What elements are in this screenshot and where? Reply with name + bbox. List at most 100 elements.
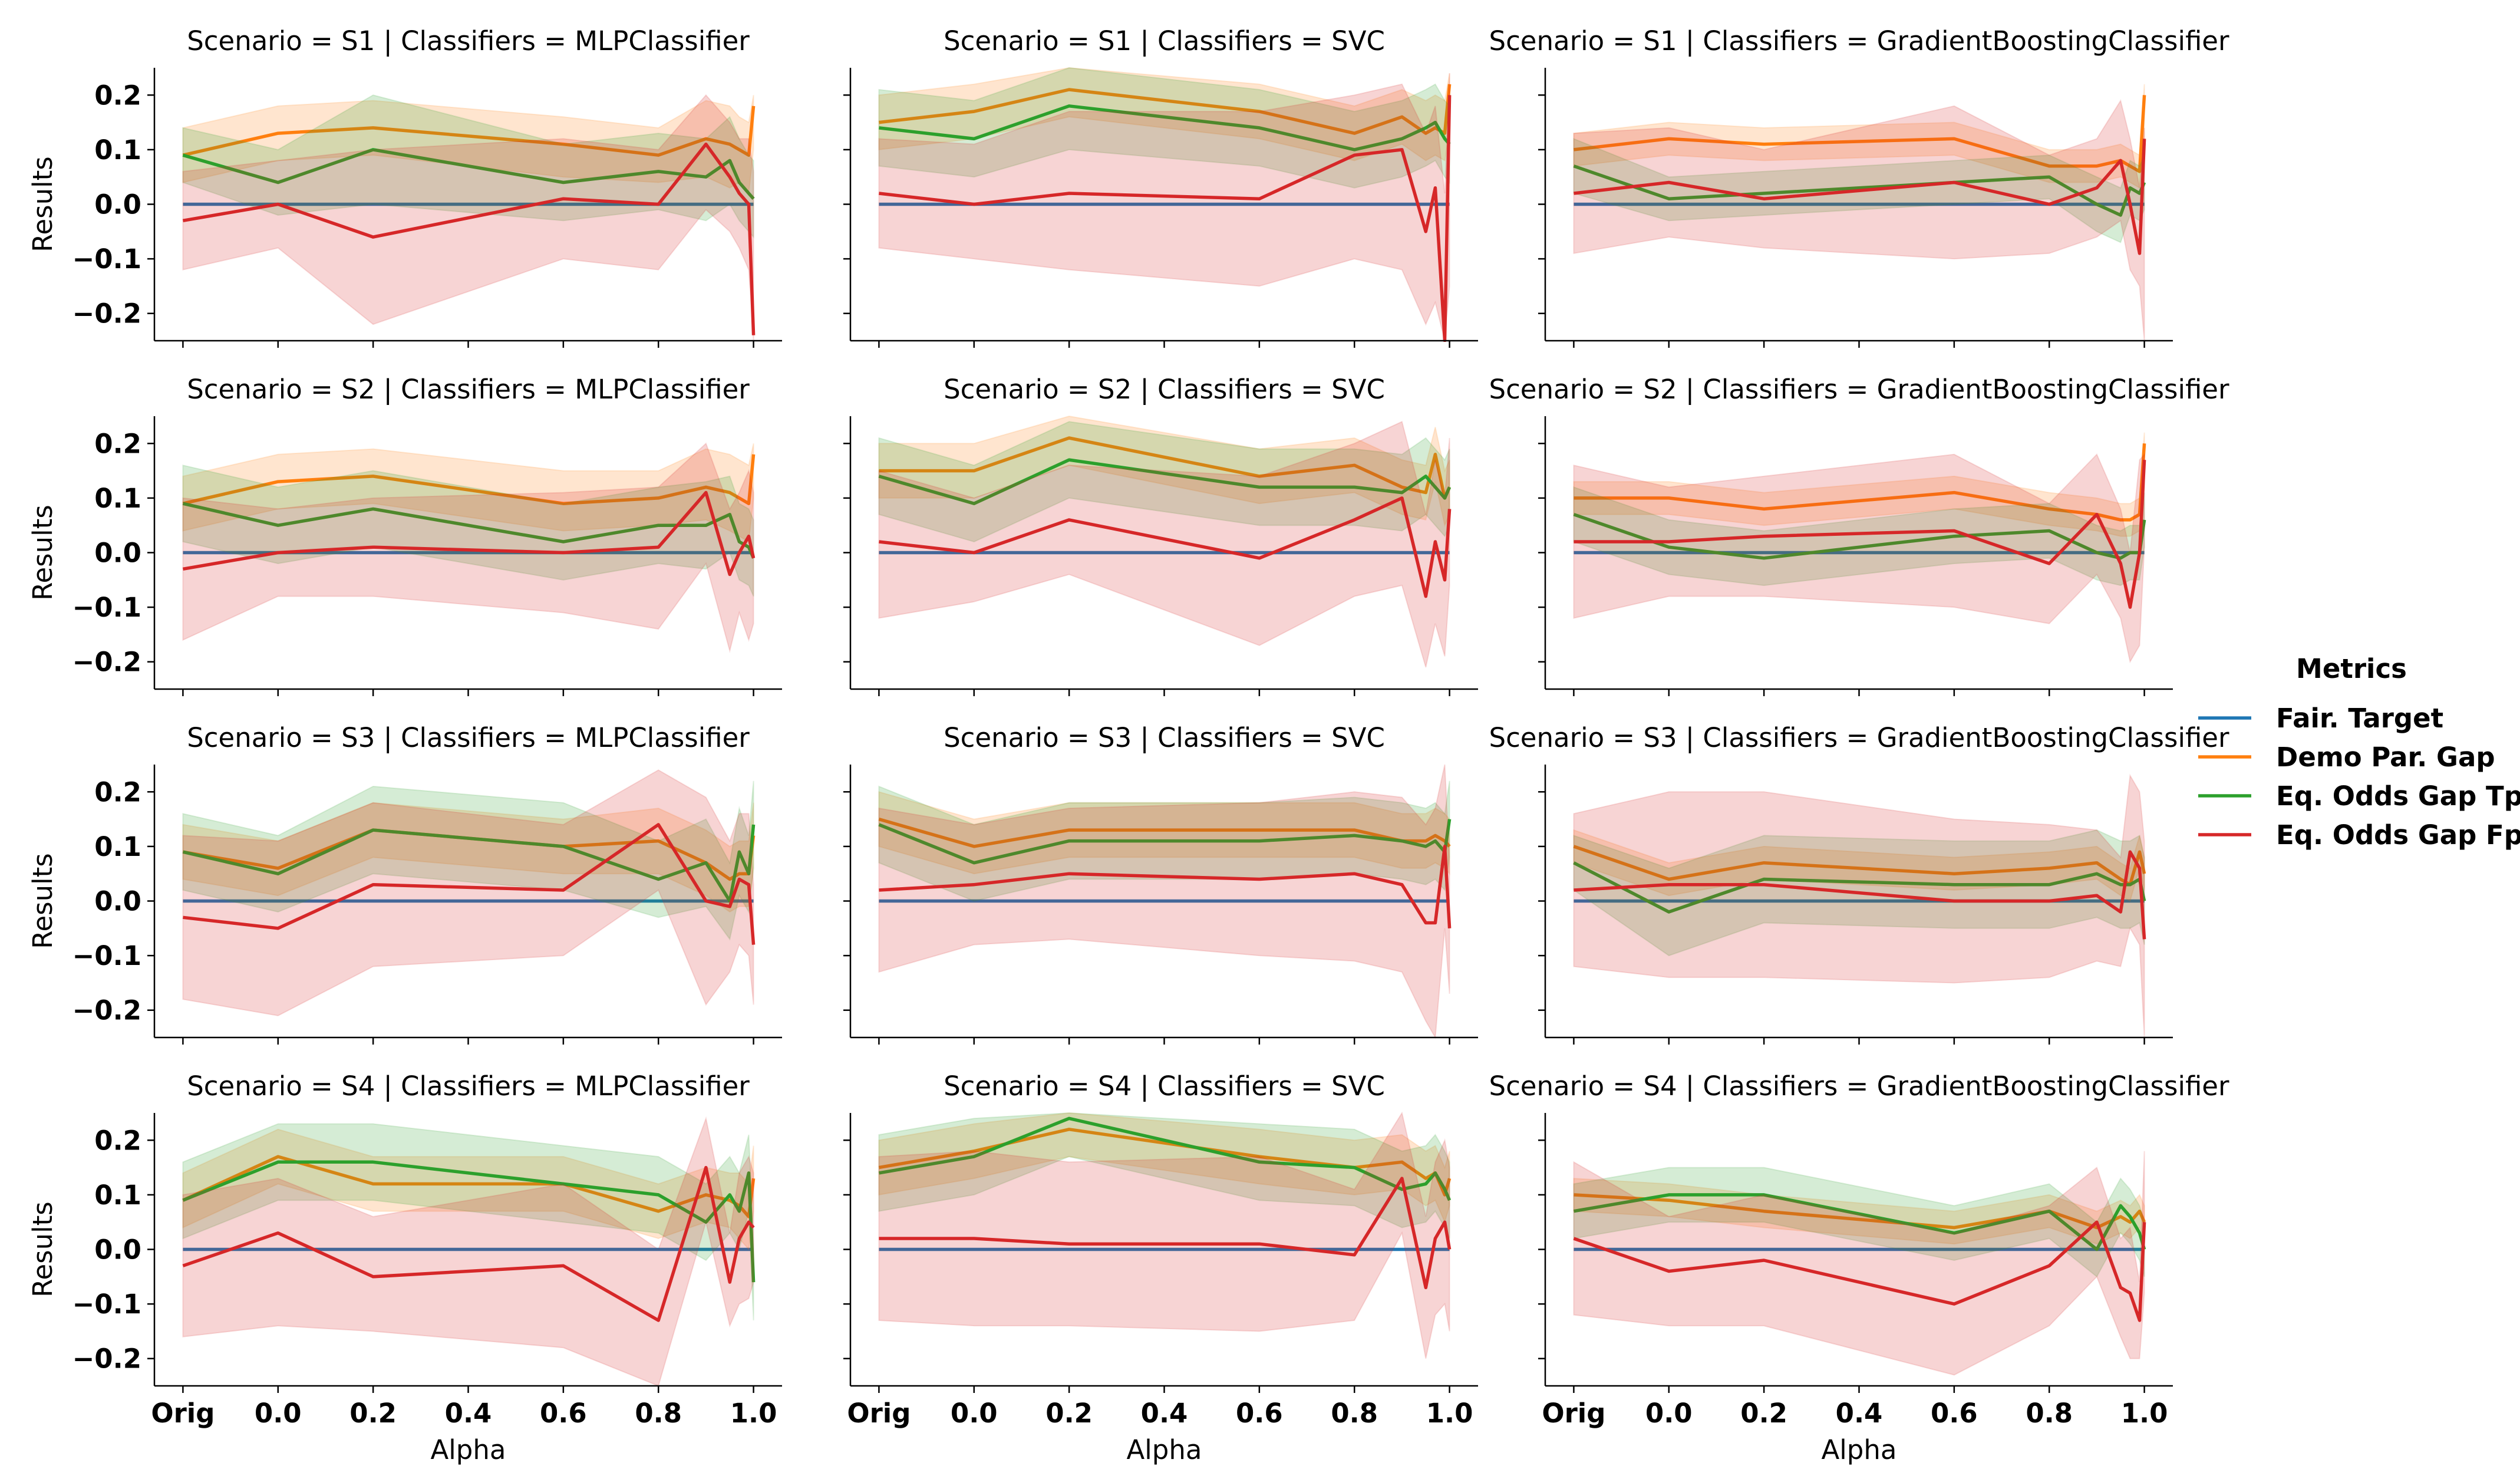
ci-band-eq-odds-gap-fp <box>1573 99 2145 341</box>
panel-title: Scenario = S1 | Classifiers = GradientBo… <box>1489 25 2229 57</box>
ci-band-eq-odds-gap-tp <box>182 1123 754 1320</box>
plot-area <box>1573 84 2146 341</box>
series-line-eq-odds-gap-tp <box>1573 1193 2146 1251</box>
series-line-eq-odds-gap-fp <box>1574 459 2146 609</box>
panel-s4-mlpclassifier: Scenario = S4 | Classifiers = MLPClassif… <box>27 1070 782 1465</box>
x-tick-label: 0.8 <box>635 1398 682 1429</box>
ci-band-eq-odds-gap-tp <box>878 67 1450 189</box>
x-tick-label: Orig <box>847 1398 911 1429</box>
panel-title: Scenario = S3 | Classifiers = MLPClassif… <box>187 722 750 753</box>
panel-s3-gradientboostingclassifier: Scenario = S3 | Classifiers = GradientBo… <box>1489 722 2229 1045</box>
y-tick-label: 0.0 <box>94 538 141 569</box>
ci-band-eq-odds-gap-fp <box>182 1116 754 1387</box>
y-tick-label: 0.2 <box>94 428 141 459</box>
series-line-eq-odds-gap-fp <box>879 1177 1452 1290</box>
x-tick-label: 0.6 <box>540 1398 587 1429</box>
plot-area <box>182 1116 756 1387</box>
ci-band-eq-odds-gap-fp <box>878 73 1450 341</box>
series-line-eq-odds-gap-tp <box>879 104 1451 151</box>
ci-band-demo-par-gap <box>182 95 754 195</box>
y-tick-label: 0.1 <box>94 831 141 862</box>
panel-title: Scenario = S2 | Classifiers = MLPClassif… <box>187 374 750 405</box>
ci-band-eq-odds-gap-fp <box>1573 1151 2145 1376</box>
series-line-eq-odds-gap-fp <box>879 496 1452 598</box>
legend: Metrics Fair. Target Demo Par. Gap Eq. Odd… <box>2198 653 2520 851</box>
series-line-demo-par-gap <box>182 106 756 157</box>
ci-band-eq-odds-gap-fp <box>182 769 754 1017</box>
x-tick-label: 1.0 <box>1426 1398 1473 1429</box>
plot-area <box>1573 1151 2146 1376</box>
plot-area <box>878 764 1452 1039</box>
series-line-eq-odds-gap-fp <box>182 1165 755 1322</box>
panel-s4-gradientboostingclassifier: Scenario = S4 | Classifiers = GradientBo… <box>1489 1070 2229 1465</box>
panel-title: Scenario = S3 | Classifiers = SVC <box>944 722 1385 753</box>
series-line-demo-par-gap <box>1574 1193 2146 1230</box>
x-tick-label: 1.0 <box>2121 1398 2168 1429</box>
panel-s2-gradientboostingclassifier: Scenario = S2 | Classifiers = GradientBo… <box>1489 374 2229 696</box>
x-tick-label: 0.6 <box>1931 1398 1978 1429</box>
series-line-eq-odds-gap-tp <box>878 1116 1452 1201</box>
y-tick-label: 0.2 <box>94 1125 141 1156</box>
series-line-demo-par-gap <box>182 454 756 505</box>
y-tick-label: −0.2 <box>72 995 141 1026</box>
legend-entry-eq-odds-gap-tp: Eq. Odds Gap Tp <box>2276 780 2520 812</box>
legend-entry-fair-target: Fair. Target <box>2276 703 2443 734</box>
ci-band-demo-par-gap <box>182 443 754 543</box>
panel-s1-gradientboostingclassifier: Scenario = S1 | Classifiers = GradientBo… <box>1489 25 2229 348</box>
x-axis-label: Alpha <box>431 1434 506 1465</box>
series-line-eq-odds-gap-tp <box>1573 164 2146 217</box>
y-tick-label: −0.2 <box>72 298 141 330</box>
series-line-eq-odds-gap-tp <box>878 458 1452 505</box>
x-axis-label: Alpha <box>1822 1434 1897 1465</box>
series-line-demo-par-gap <box>182 1155 756 1218</box>
x-tick-label: Orig <box>151 1398 215 1429</box>
series-line-demo-par-gap <box>1574 95 2146 173</box>
y-tick-label: 0.1 <box>94 483 141 514</box>
ci-band-eq-odds-gap-tp <box>1573 486 2145 587</box>
y-tick-label: 0.0 <box>94 886 141 917</box>
series-line-eq-odds-gap-tp <box>878 819 1452 865</box>
ci-band-eq-odds-gap-tp <box>182 780 754 941</box>
x-tick-label: 0.2 <box>349 1398 397 1429</box>
y-tick-label: −0.2 <box>72 647 141 678</box>
y-tick-label: 0.1 <box>94 134 141 166</box>
y-tick-label: −0.1 <box>72 1289 141 1320</box>
x-tick-label: 0.0 <box>951 1398 998 1429</box>
series-line-eq-odds-gap-fp <box>182 142 756 335</box>
plot-area <box>878 415 1452 668</box>
plot-area <box>1573 773 2146 1038</box>
panel-title: Scenario = S1 | Classifiers = SVC <box>944 25 1385 57</box>
plot-area <box>878 67 1452 342</box>
x-tick-label: 0.8 <box>1331 1398 1378 1429</box>
panel-title: Scenario = S4 | Classifiers = MLPClassif… <box>187 1070 750 1102</box>
x-tick-label: 0.2 <box>1740 1398 1787 1429</box>
panel-title: Scenario = S1 | Classifiers = MLPClassif… <box>187 25 750 57</box>
plot-area <box>878 1112 1452 1359</box>
y-tick-label: −0.1 <box>72 940 141 971</box>
panel-s1-mlpclassifier: Scenario = S1 | Classifiers = MLPClassif… <box>27 25 782 348</box>
panel-s2-svc: Scenario = S2 | Classifiers = SVC <box>843 374 1478 696</box>
y-axis-label: Results <box>27 1201 58 1297</box>
y-tick-label: 0.2 <box>94 776 141 808</box>
x-tick-label: 0.0 <box>255 1398 302 1429</box>
x-tick-label: 0.4 <box>1141 1398 1188 1429</box>
y-tick-label: 0.0 <box>94 1234 141 1266</box>
panel-title: Scenario = S4 | Classifiers = SVC <box>944 1070 1385 1102</box>
x-tick-label: 0.2 <box>1045 1398 1093 1429</box>
ci-band-demo-par-gap <box>182 802 754 913</box>
y-tick-label: 0.1 <box>94 1180 141 1211</box>
panel-s2-mlpclassifier: Scenario = S2 | Classifiers = MLPClassif… <box>27 374 782 696</box>
panel-title: Scenario = S4 | Classifiers = GradientBo… <box>1489 1070 2229 1102</box>
panel-title: Scenario = S2 | Classifiers = GradientBo… <box>1489 374 2229 405</box>
x-tick-label: Orig <box>1542 1398 1605 1429</box>
ci-band-demo-par-gap <box>182 1128 754 1251</box>
x-tick-label: 0.6 <box>1236 1398 1283 1429</box>
series-line-demo-par-gap <box>182 828 756 881</box>
y-tick-label: −0.1 <box>72 592 141 623</box>
y-tick-label: −0.2 <box>72 1343 141 1375</box>
x-tick-label: 0.4 <box>445 1398 492 1429</box>
ci-band-eq-odds-gap-fp <box>1573 453 2145 664</box>
x-axis-label: Alpha <box>1127 1434 1202 1465</box>
y-axis-label: Results <box>27 505 58 601</box>
